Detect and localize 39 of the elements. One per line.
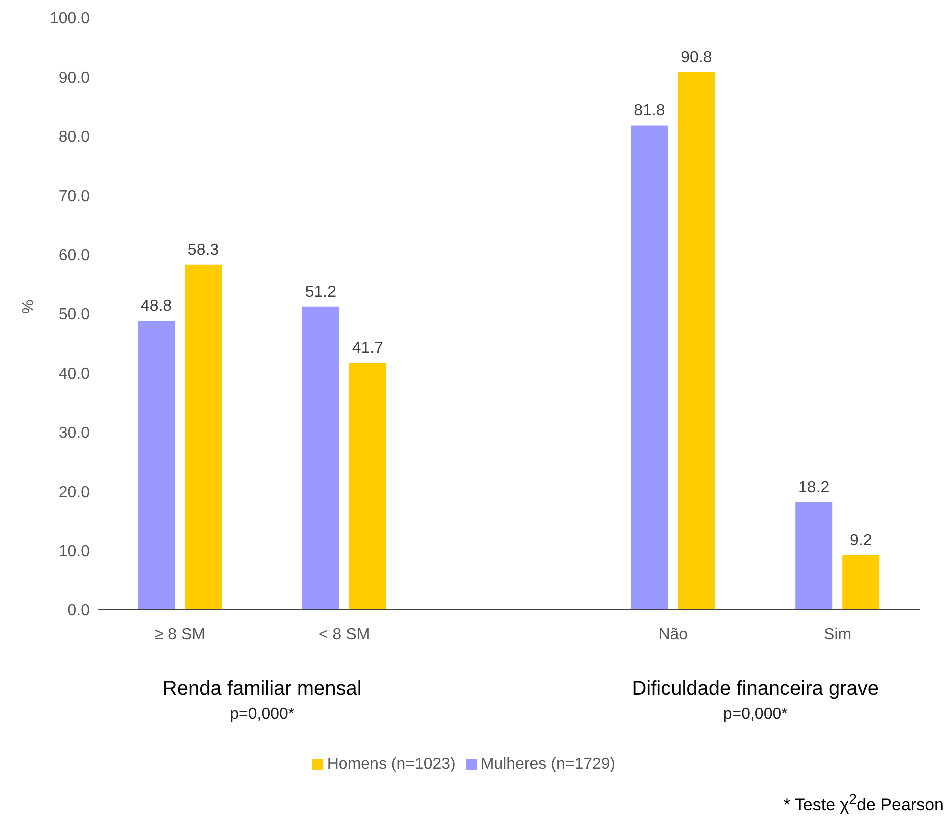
x-tick-label: Sim bbox=[824, 626, 852, 644]
y-tick-label: 100.0 bbox=[50, 10, 90, 28]
x-tick-label: < 8 SM bbox=[319, 626, 370, 644]
bar bbox=[185, 264, 222, 610]
bar bbox=[678, 72, 716, 610]
data-label: 51.2 bbox=[305, 284, 337, 301]
y-tick-label: 60.0 bbox=[58, 247, 90, 264]
y-axis-title: % bbox=[20, 300, 38, 314]
data-label: 90.8 bbox=[681, 49, 712, 66]
legend-label: Mulheres (n=1729) bbox=[480, 756, 616, 773]
bar bbox=[842, 556, 880, 610]
bar bbox=[302, 306, 340, 610]
bar bbox=[138, 321, 175, 610]
data-label: 81.8 bbox=[634, 102, 666, 120]
y-tick-label: 20.0 bbox=[58, 484, 90, 502]
bar bbox=[631, 126, 668, 610]
text: * Teste χ$^{2}$de Pearson bbox=[784, 792, 944, 816]
data-label: 58.3 bbox=[188, 242, 220, 259]
y-tick-label: 10.0 bbox=[58, 543, 90, 560]
y-tick-label: 50.0 bbox=[58, 306, 90, 324]
bar bbox=[349, 363, 386, 610]
y-tick-label: 80.0 bbox=[58, 129, 90, 146]
y-tick-label: 70.0 bbox=[58, 188, 90, 206]
data-label: 41.7 bbox=[352, 340, 384, 358]
data-label: 18.2 bbox=[798, 479, 830, 496]
y-tick-label: 30.0 bbox=[58, 425, 90, 442]
text: Renda familiar mensal bbox=[162, 678, 363, 701]
y-tick-label: 90.0 bbox=[58, 70, 90, 87]
data-label: 48.8 bbox=[140, 298, 172, 316]
x-tick-label: Não bbox=[658, 626, 688, 644]
y-tick-label: 0.0 bbox=[68, 602, 90, 620]
bar bbox=[796, 502, 833, 610]
x-tick-label: ≥ 8 SM bbox=[154, 626, 206, 644]
y-tick-label: 40.0 bbox=[58, 366, 90, 383]
text: p=0,000* bbox=[722, 706, 789, 724]
text: Dificuldade financeira grave bbox=[631, 678, 880, 701]
legend-label: Homens (n=1023) bbox=[327, 756, 456, 773]
data-label: 9.2 bbox=[850, 532, 872, 550]
text: p=0,000* bbox=[229, 706, 296, 724]
